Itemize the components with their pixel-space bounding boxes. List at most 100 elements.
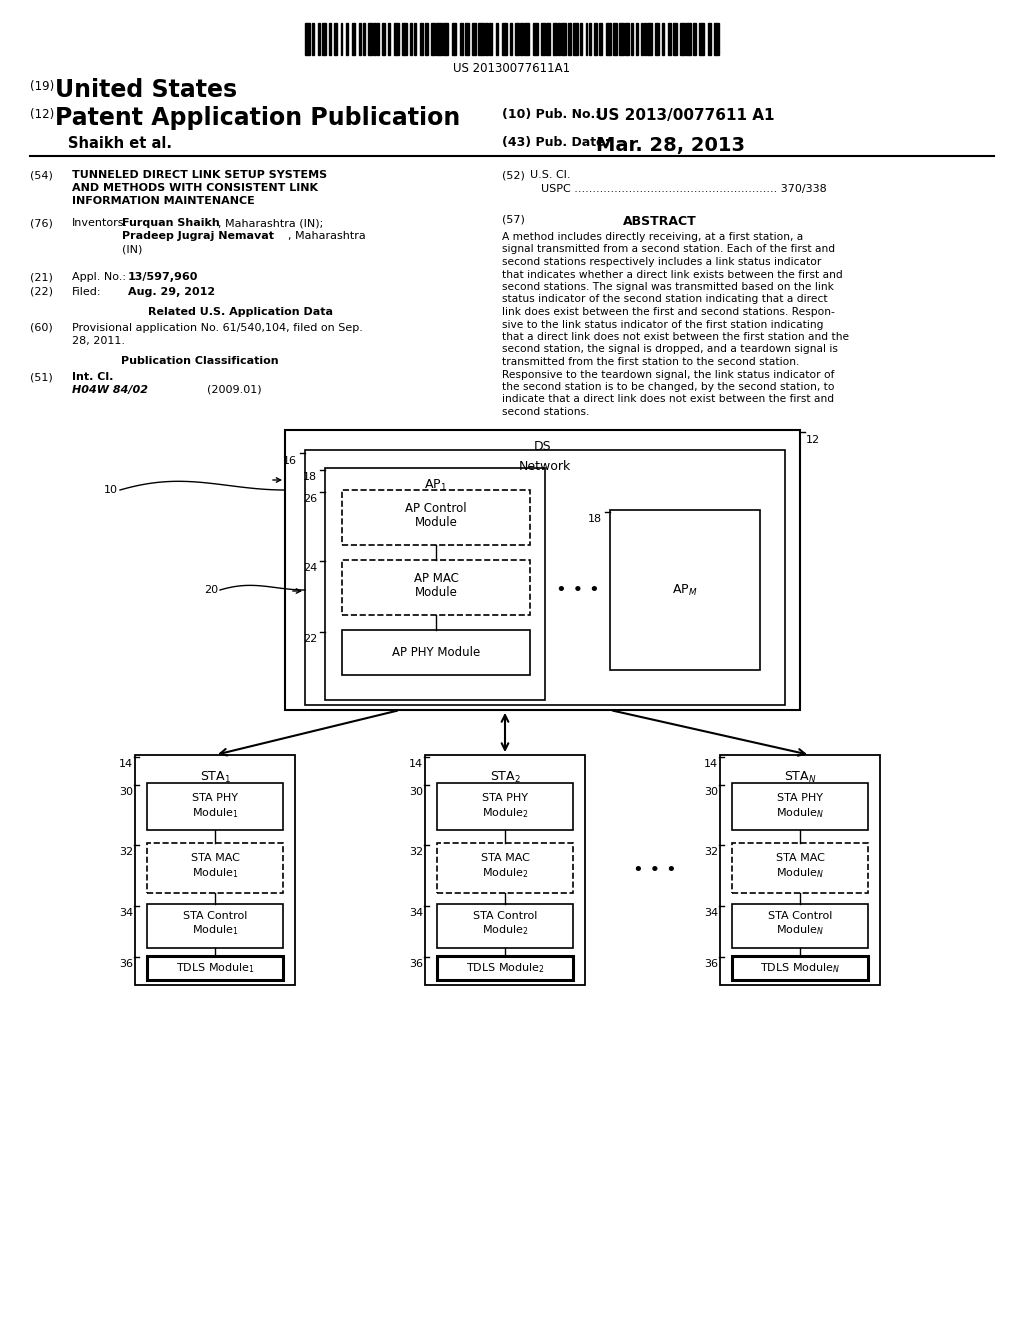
- Bar: [388, 22, 390, 55]
- Bar: [382, 22, 385, 55]
- Text: second stations respectively includes a link status indicator: second stations respectively includes a …: [502, 257, 821, 267]
- Bar: [668, 22, 671, 55]
- Bar: [374, 22, 376, 55]
- Bar: [546, 22, 550, 55]
- Text: the second station is to be changed, by the second station, to: the second station is to be changed, by …: [502, 381, 835, 392]
- Text: AND METHODS WITH CONSISTENT LINK: AND METHODS WITH CONSISTENT LINK: [72, 183, 318, 193]
- Text: Int. Cl.: Int. Cl.: [72, 372, 114, 381]
- Text: USPC ........................................................ 370/338: USPC ...................................…: [541, 183, 826, 194]
- Bar: [342, 490, 530, 545]
- Bar: [147, 956, 283, 979]
- Bar: [732, 783, 868, 830]
- Text: 32: 32: [119, 847, 133, 857]
- Text: Filed:: Filed:: [72, 286, 101, 297]
- Bar: [580, 22, 583, 55]
- Text: 10: 10: [104, 484, 118, 495]
- Text: INFORMATION MAINTENANCE: INFORMATION MAINTENANCE: [72, 195, 255, 206]
- Text: 12: 12: [806, 436, 820, 445]
- Text: A method includes directly receiving, at a first station, a: A method includes directly receiving, at…: [502, 232, 803, 242]
- Bar: [322, 22, 326, 55]
- Bar: [329, 22, 331, 55]
- Bar: [342, 630, 530, 675]
- Bar: [305, 450, 785, 705]
- Text: Responsive to the teardown signal, the link status indicator of: Responsive to the teardown signal, the l…: [502, 370, 835, 380]
- Bar: [431, 22, 435, 55]
- Text: second stations.: second stations.: [502, 407, 590, 417]
- Text: that indicates whether a direct link exists between the first and: that indicates whether a direct link exi…: [502, 269, 843, 280]
- Bar: [484, 22, 488, 55]
- Bar: [325, 469, 545, 700]
- Bar: [285, 430, 800, 710]
- Bar: [618, 22, 624, 55]
- Text: Module$_2$: Module$_2$: [481, 866, 528, 880]
- Text: STA$_N$: STA$_N$: [783, 770, 816, 785]
- Text: STA Control: STA Control: [473, 911, 538, 921]
- Bar: [532, 22, 538, 55]
- Text: U.S. Cl.: U.S. Cl.: [530, 170, 570, 180]
- Bar: [342, 560, 530, 615]
- Bar: [720, 755, 880, 985]
- Text: Module: Module: [415, 516, 458, 529]
- Text: Mar. 28, 2013: Mar. 28, 2013: [596, 136, 745, 154]
- Text: Shaikh et al.: Shaikh et al.: [68, 136, 172, 150]
- Text: (10) Pub. No.:: (10) Pub. No.:: [502, 108, 600, 121]
- Text: 14: 14: [119, 759, 133, 770]
- Bar: [478, 22, 483, 55]
- Text: STA$_1$: STA$_1$: [200, 770, 230, 785]
- Bar: [606, 22, 610, 55]
- Text: 14: 14: [409, 759, 423, 770]
- Text: 26: 26: [303, 494, 317, 504]
- Bar: [317, 22, 319, 55]
- Text: US 2013/0077611 A1: US 2013/0077611 A1: [596, 108, 774, 123]
- Bar: [715, 22, 719, 55]
- Text: 30: 30: [409, 787, 423, 797]
- Text: Inventors:: Inventors:: [72, 218, 128, 228]
- Text: (IN): (IN): [122, 244, 142, 253]
- Bar: [595, 22, 597, 55]
- Bar: [442, 22, 447, 55]
- Bar: [425, 755, 585, 985]
- Text: (60): (60): [30, 323, 53, 333]
- Text: Furquan Shaikh: Furquan Shaikh: [122, 218, 220, 228]
- Bar: [561, 22, 566, 55]
- Text: Module$_1$: Module$_1$: [191, 923, 239, 937]
- Text: Module$_N$: Module$_N$: [776, 807, 824, 820]
- Text: , Maharashtra: , Maharashtra: [288, 231, 366, 242]
- Text: TDLS Module$_N$: TDLS Module$_N$: [760, 961, 840, 975]
- Text: 32: 32: [409, 847, 423, 857]
- Bar: [599, 22, 602, 55]
- Text: AP Control: AP Control: [406, 503, 467, 516]
- Text: Module$_2$: Module$_2$: [481, 923, 528, 937]
- Text: (19): (19): [30, 81, 54, 92]
- Text: Publication Classification: Publication Classification: [121, 356, 279, 366]
- Text: STA PHY: STA PHY: [193, 793, 238, 803]
- Text: • • •: • • •: [633, 861, 677, 879]
- Text: STA MAC: STA MAC: [775, 853, 824, 863]
- Bar: [686, 22, 691, 55]
- Bar: [489, 22, 493, 55]
- Text: Module$_N$: Module$_N$: [776, 866, 824, 880]
- Bar: [641, 22, 643, 55]
- Bar: [341, 22, 342, 55]
- Text: STA$_2$: STA$_2$: [489, 770, 520, 785]
- Text: 24: 24: [303, 564, 317, 573]
- Bar: [437, 843, 573, 894]
- Text: 36: 36: [705, 960, 718, 969]
- Text: STA Control: STA Control: [768, 911, 833, 921]
- Bar: [358, 22, 361, 55]
- Bar: [631, 22, 634, 55]
- Text: (57): (57): [502, 215, 525, 224]
- Bar: [135, 755, 295, 985]
- Bar: [147, 904, 283, 948]
- Bar: [589, 22, 591, 55]
- Bar: [437, 783, 573, 830]
- Text: H04W 84/02: H04W 84/02: [72, 385, 148, 395]
- Text: STA PHY: STA PHY: [482, 793, 528, 803]
- Text: STA MAC: STA MAC: [190, 853, 240, 863]
- Bar: [625, 22, 629, 55]
- Text: United States: United States: [55, 78, 238, 102]
- Bar: [680, 22, 685, 55]
- Bar: [568, 22, 571, 55]
- Bar: [732, 843, 868, 894]
- Bar: [362, 22, 365, 55]
